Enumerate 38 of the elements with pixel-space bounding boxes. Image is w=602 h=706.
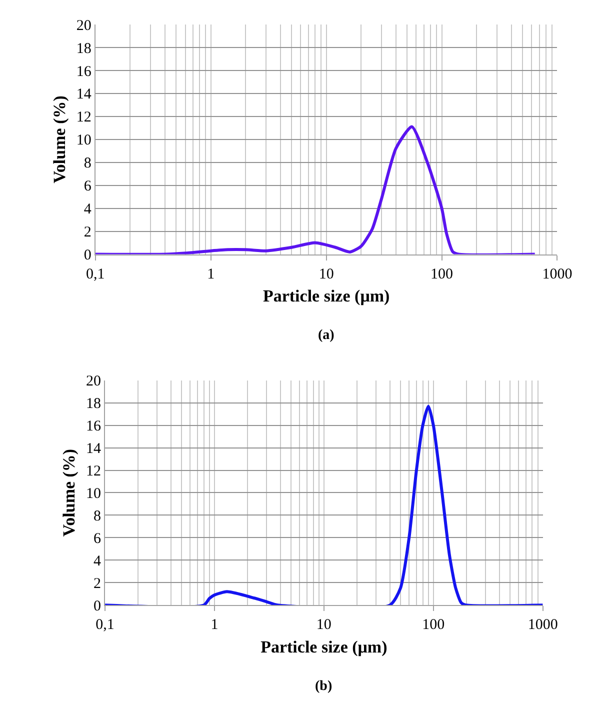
y-tick-label: 14 — [86, 441, 102, 458]
y-tick-label: 16 — [86, 418, 102, 435]
x-axis-title: Particle size (μm) — [262, 286, 390, 306]
y-tick-label: 20 — [86, 374, 102, 390]
y-tick-label: 4 — [94, 553, 102, 570]
y-tick-label: 10 — [86, 486, 102, 502]
x-tick-label: 0,1 — [86, 266, 105, 282]
x-tick-label: 1 — [207, 266, 215, 282]
y-tick-label: 16 — [76, 64, 92, 80]
text: (a) — [318, 328, 335, 343]
y-tick-label: 18 — [76, 40, 92, 57]
y-tick-label: 4 — [84, 202, 92, 218]
x-tick-label: 10 — [316, 617, 332, 634]
y-tick-label: 0 — [84, 248, 92, 264]
y-tick-label: 12 — [76, 110, 92, 126]
y-axis-title: Volume (%) — [60, 448, 79, 537]
y-tick-label: 0 — [94, 598, 102, 614]
x-tick-label: 1 — [210, 617, 218, 634]
x-tick-label: 1000 — [528, 617, 558, 634]
y-tick-label: 6 — [84, 178, 92, 195]
y-tick-label: 6 — [94, 530, 102, 547]
x-axis-title: Particle size (μm) — [260, 638, 388, 657]
x-tick-label: 0,1 — [96, 617, 114, 634]
x-tick-label: 100 — [422, 617, 445, 634]
y-tick-label: 18 — [86, 396, 102, 412]
x-tick-label: 1000 — [542, 266, 572, 282]
y-tick-label: 20 — [76, 18, 92, 34]
x-tick-label: 100 — [430, 266, 454, 282]
y-tick-label: 10 — [76, 132, 92, 149]
y-axis-title: Volume (%) — [50, 96, 69, 184]
y-tick-label: 12 — [86, 464, 102, 480]
text: (b) — [315, 679, 332, 694]
y-tick-label: 8 — [84, 156, 92, 172]
y-tick-label: 8 — [94, 508, 102, 524]
y-tick-label: 2 — [94, 576, 102, 592]
y-tick-label: 2 — [84, 224, 92, 241]
y-tick-label: 14 — [76, 86, 92, 103]
x-tick-label: 10 — [318, 266, 334, 282]
